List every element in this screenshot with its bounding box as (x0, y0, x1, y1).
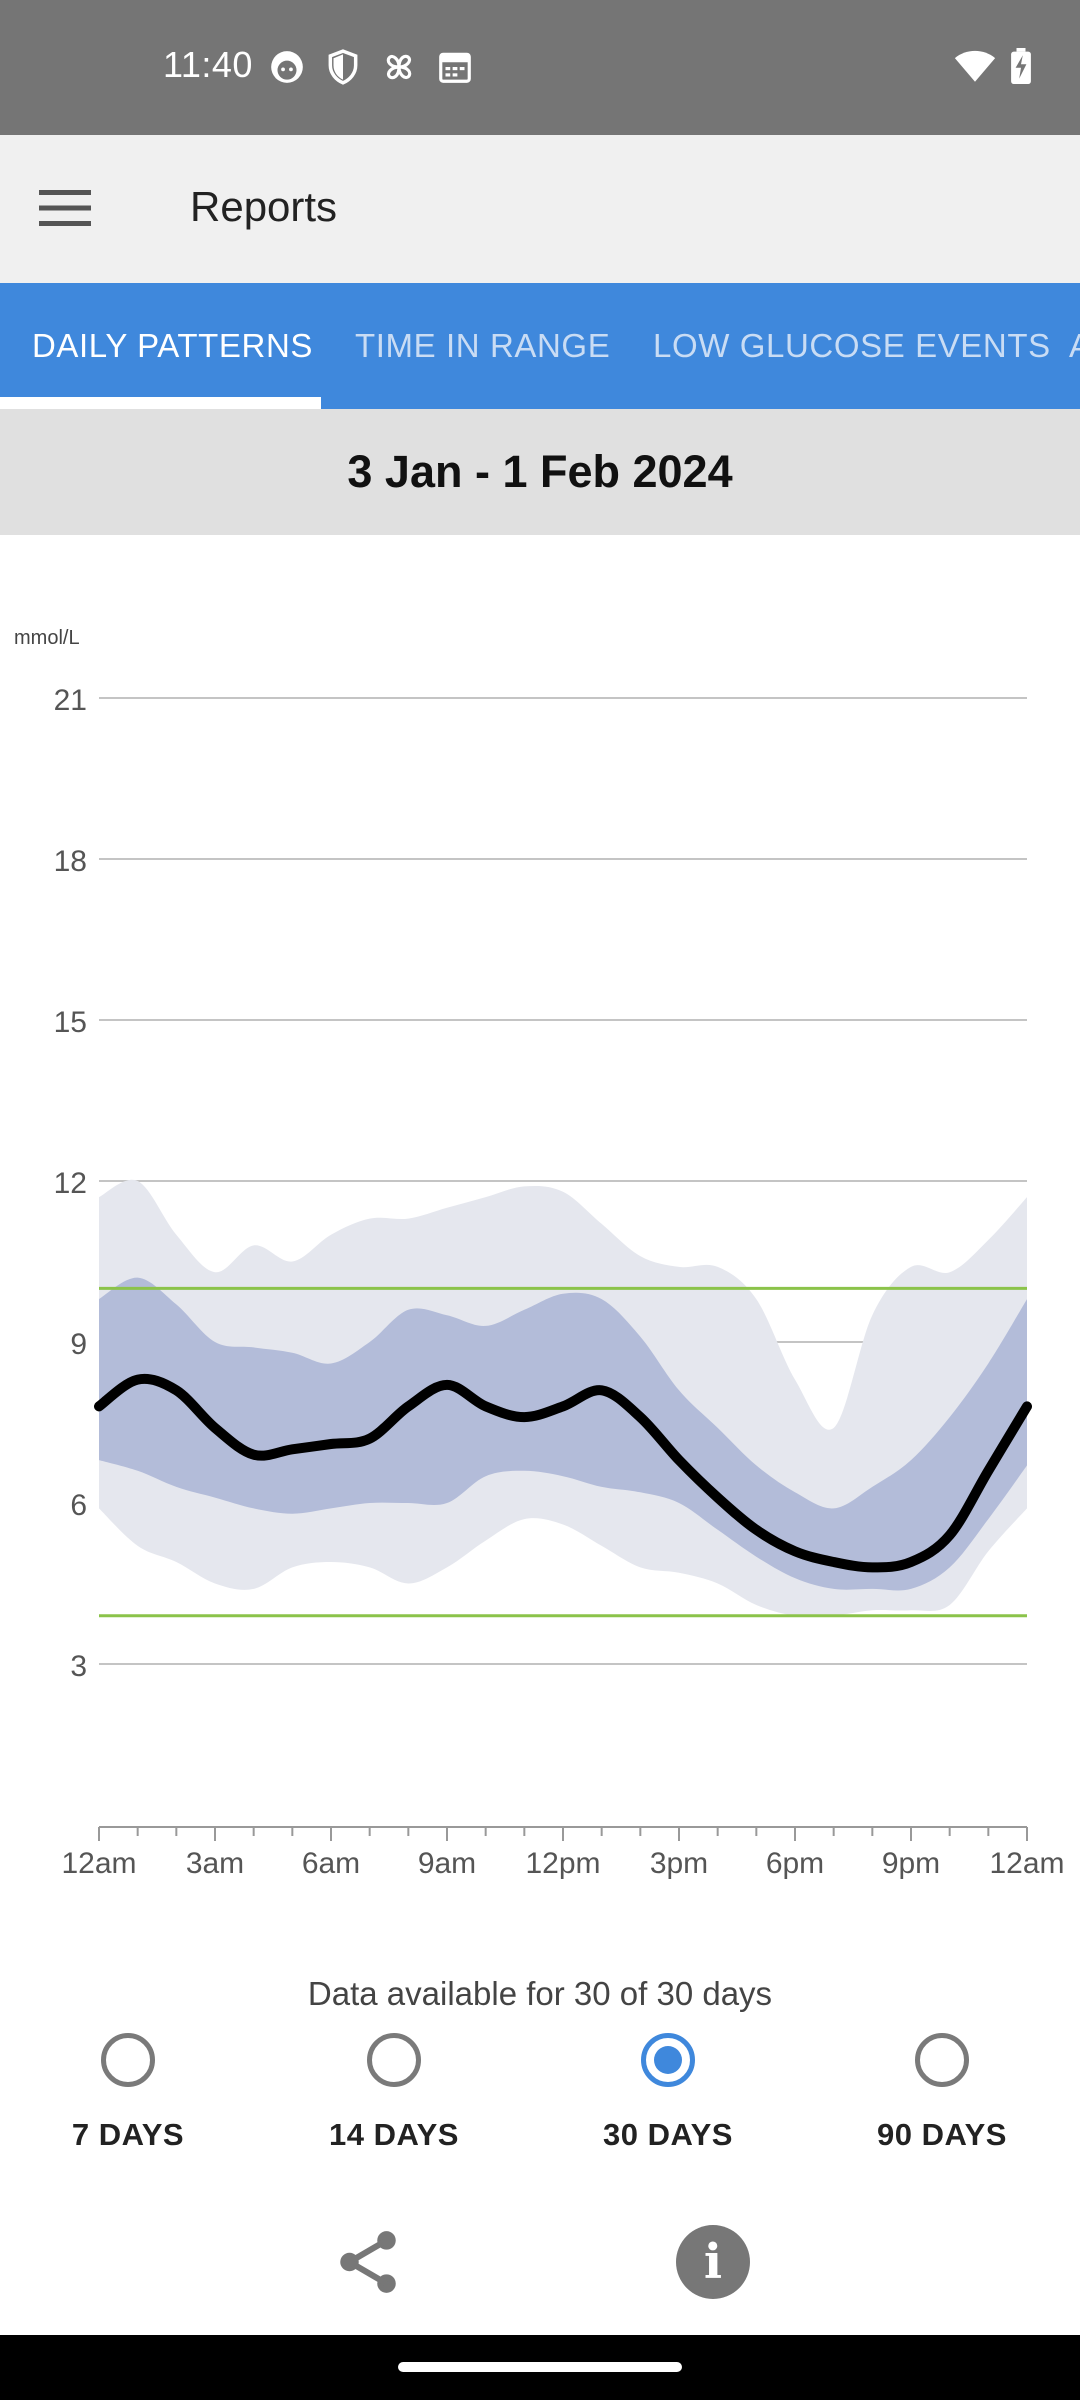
app-bar: Reports (0, 135, 1080, 283)
active-tab-indicator (0, 397, 321, 409)
x-tick-label: 9pm (882, 1847, 940, 1880)
pinwheel-icon (386, 54, 412, 80)
date-range: 3 Jan - 1 Feb 2024 (347, 446, 733, 497)
radio-30-days-selected[interactable] (641, 2033, 695, 2087)
tab-low-glucose-events[interactable]: LOW GLUCOSE EVENTS (653, 327, 1051, 364)
tab-next-partial[interactable]: A (1069, 283, 1080, 409)
hamburger-menu-icon (39, 190, 91, 226)
home-gesture-handle[interactable] (398, 2362, 682, 2372)
y-tick-label: 9 (70, 1328, 87, 1361)
daily-patterns-chart: mmol/L 21 18 15 12 9 6 3 12am 3am 6am 9am 12pm 3pm 6… (14, 627, 1065, 1880)
x-tick-label: 9am (418, 1847, 476, 1880)
tab-daily-patterns[interactable]: DAILY PATTERNS (32, 327, 314, 364)
range-label-7-days: 7 DAYS (71, 2117, 185, 2152)
status-notification-icons (268, 48, 474, 86)
x-axis: 12am 3am 6am 9am 12pm 3pm 6pm 9pm 12am (61, 1826, 1065, 1880)
status-system-icons (954, 48, 1032, 84)
range-option-30-days[interactable]: 30 DAYS (568, 2033, 768, 2153)
x-tick-label: 6pm (766, 1847, 824, 1880)
battery-charging-icon (1011, 48, 1031, 84)
radio-selected-dot (654, 2046, 682, 2074)
wifi-icon (954, 50, 996, 82)
date-range-banner: 3 Jan - 1 Feb 2024 (0, 409, 1080, 535)
system-navigation-bar (0, 2335, 1080, 2400)
x-tick-label: 3pm (650, 1847, 708, 1880)
median-line (94, 1373, 1032, 1573)
range-label-30-days: 30 DAYS (603, 2117, 733, 2152)
y-tick-label: 3 (70, 1650, 87, 1683)
menu-button[interactable] (30, 173, 100, 243)
y-tick-label: 18 (54, 845, 87, 878)
x-tick-label: 3am (186, 1847, 244, 1880)
y-tick-label: 6 (70, 1489, 87, 1522)
interquartile-band (99, 1277, 1027, 1591)
report-tabs: DAILY PATTERNS TIME IN RANGE LOW GLUCOSE… (0, 283, 1080, 409)
range-option-90-days[interactable]: 90 DAYS (842, 2033, 1042, 2153)
y-axis-unit: mmol/L (14, 627, 80, 649)
share-button[interactable] (331, 2225, 405, 2299)
range-option-7-days[interactable]: 7 DAYS (28, 2033, 228, 2153)
info-button[interactable]: i (676, 2225, 750, 2299)
range-label-90-days: 90 DAYS (877, 2117, 1007, 2152)
y-tick-label: 21 (54, 684, 87, 717)
shield-icon (328, 49, 358, 85)
status-time: 11:40 (163, 44, 253, 85)
face-icon (271, 51, 303, 83)
radio-90-days[interactable] (915, 2033, 969, 2087)
x-tick-label: 12pm (525, 1847, 600, 1880)
status-bar: 11:40 (0, 0, 1080, 135)
tab-time-in-range[interactable]: TIME IN RANGE (355, 327, 611, 364)
share-icon (340, 2231, 396, 2293)
info-icon: i (703, 2234, 723, 2290)
y-axis-ticks: 21 18 15 12 9 6 3 (54, 684, 87, 1683)
x-tick-label: 6am (302, 1847, 360, 1880)
data-availability-text: Data available for 30 of 30 days (307, 1975, 773, 2012)
y-tick-label: 15 (54, 1006, 87, 1039)
y-tick-label: 12 (54, 1167, 87, 1200)
radio-14-days[interactable] (367, 2033, 421, 2087)
range-option-14-days[interactable]: 14 DAYS (294, 2033, 494, 2153)
calendar-icon (439, 52, 471, 83)
range-label-14-days: 14 DAYS (329, 2117, 459, 2152)
x-tick-label: 12am (61, 1847, 136, 1880)
radio-7-days[interactable] (101, 2033, 155, 2087)
x-tick-label: 12am (989, 1847, 1064, 1880)
page-title: Reports (190, 183, 338, 230)
